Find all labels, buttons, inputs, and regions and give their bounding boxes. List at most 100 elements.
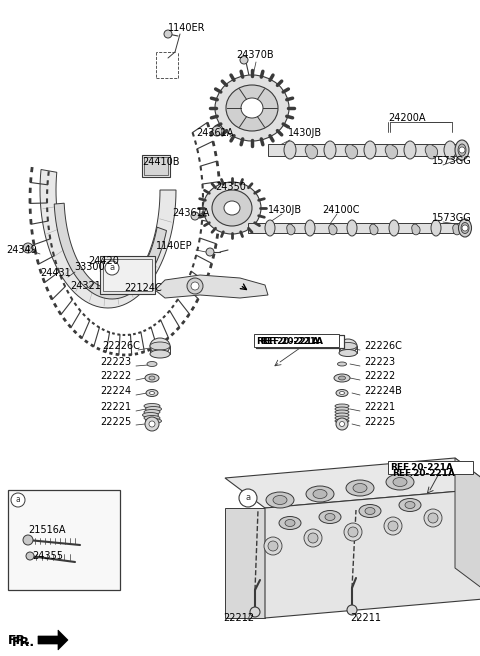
Circle shape <box>388 521 398 531</box>
Text: 22225: 22225 <box>100 417 131 427</box>
Ellipse shape <box>203 182 261 234</box>
Polygon shape <box>54 203 167 299</box>
Polygon shape <box>412 224 420 235</box>
Text: 24410B: 24410B <box>142 157 180 167</box>
Circle shape <box>149 421 155 427</box>
Text: 22226C: 22226C <box>102 341 140 351</box>
Polygon shape <box>287 224 295 235</box>
Ellipse shape <box>150 338 170 354</box>
Ellipse shape <box>224 201 240 215</box>
Bar <box>248 223 465 233</box>
Ellipse shape <box>212 190 252 226</box>
Text: 22211: 22211 <box>350 613 381 623</box>
Text: REF.20-221A: REF.20-221A <box>256 337 319 346</box>
Circle shape <box>347 605 357 615</box>
Ellipse shape <box>226 85 278 131</box>
Circle shape <box>424 509 442 527</box>
Circle shape <box>428 513 438 523</box>
Bar <box>8 490 120 590</box>
Ellipse shape <box>147 361 157 367</box>
Text: 1430JB: 1430JB <box>268 205 302 215</box>
Ellipse shape <box>319 510 341 523</box>
Ellipse shape <box>145 419 161 424</box>
Ellipse shape <box>335 407 349 411</box>
Circle shape <box>348 527 358 537</box>
Ellipse shape <box>336 390 348 396</box>
Ellipse shape <box>335 419 349 423</box>
Ellipse shape <box>339 392 345 394</box>
Polygon shape <box>305 144 318 159</box>
Text: 24355: 24355 <box>32 551 63 561</box>
Polygon shape <box>370 224 378 235</box>
Circle shape <box>268 541 278 551</box>
Bar <box>256 335 344 348</box>
Ellipse shape <box>431 220 441 236</box>
Ellipse shape <box>339 342 357 350</box>
Polygon shape <box>155 275 268 298</box>
Text: 22223: 22223 <box>364 357 395 367</box>
Ellipse shape <box>353 483 367 493</box>
Text: 1140ER: 1140ER <box>168 23 205 33</box>
Circle shape <box>462 225 468 231</box>
Circle shape <box>191 282 199 290</box>
Ellipse shape <box>338 376 346 380</box>
Text: 24350: 24350 <box>215 182 246 192</box>
Ellipse shape <box>306 486 334 502</box>
Ellipse shape <box>335 404 349 408</box>
Circle shape <box>23 243 33 253</box>
Text: 1573GG: 1573GG <box>432 156 472 166</box>
Ellipse shape <box>461 222 469 234</box>
Bar <box>144 157 168 175</box>
Ellipse shape <box>458 144 466 156</box>
Circle shape <box>459 147 465 153</box>
Text: 24200A: 24200A <box>388 113 425 123</box>
Circle shape <box>250 607 260 617</box>
Circle shape <box>105 261 119 275</box>
Circle shape <box>206 248 214 256</box>
Ellipse shape <box>364 141 376 159</box>
Text: 24420: 24420 <box>88 256 119 266</box>
Ellipse shape <box>279 516 301 529</box>
Ellipse shape <box>285 520 295 527</box>
Bar <box>100 256 155 294</box>
Text: a: a <box>245 493 251 502</box>
Text: 1430JB: 1430JB <box>288 128 322 138</box>
Ellipse shape <box>347 220 357 236</box>
Text: REF.20-221A: REF.20-221A <box>260 337 323 346</box>
Ellipse shape <box>146 390 158 396</box>
Text: a: a <box>109 264 115 272</box>
Text: 24321: 24321 <box>70 281 101 291</box>
Bar <box>388 461 473 474</box>
Text: 22225: 22225 <box>364 417 395 427</box>
Polygon shape <box>425 144 438 159</box>
Text: FR.: FR. <box>12 636 35 649</box>
Polygon shape <box>455 458 480 598</box>
Text: 22223: 22223 <box>100 357 131 367</box>
Circle shape <box>23 535 33 545</box>
Circle shape <box>336 418 348 430</box>
Ellipse shape <box>339 350 357 356</box>
Ellipse shape <box>265 220 275 236</box>
Ellipse shape <box>458 219 471 237</box>
Ellipse shape <box>273 495 287 504</box>
Ellipse shape <box>144 415 160 420</box>
Ellipse shape <box>325 514 335 520</box>
Ellipse shape <box>334 374 350 382</box>
Ellipse shape <box>337 362 347 366</box>
Circle shape <box>26 552 34 560</box>
Text: 22221: 22221 <box>364 402 395 412</box>
Text: REF.20-221A: REF.20-221A <box>390 464 453 472</box>
Text: 22124C: 22124C <box>124 283 162 293</box>
Ellipse shape <box>405 501 415 508</box>
Text: 24370B: 24370B <box>236 50 274 60</box>
Text: 22222: 22222 <box>100 371 131 381</box>
Bar <box>103 259 152 291</box>
Circle shape <box>308 533 318 543</box>
Text: 22224: 22224 <box>100 386 131 396</box>
Text: 22221: 22221 <box>100 402 131 412</box>
Ellipse shape <box>144 409 160 415</box>
Text: 24100C: 24100C <box>322 205 360 215</box>
Text: 21516A: 21516A <box>28 525 65 535</box>
Text: FR.: FR. <box>8 634 31 647</box>
Text: REF.20-221A: REF.20-221A <box>392 470 455 478</box>
